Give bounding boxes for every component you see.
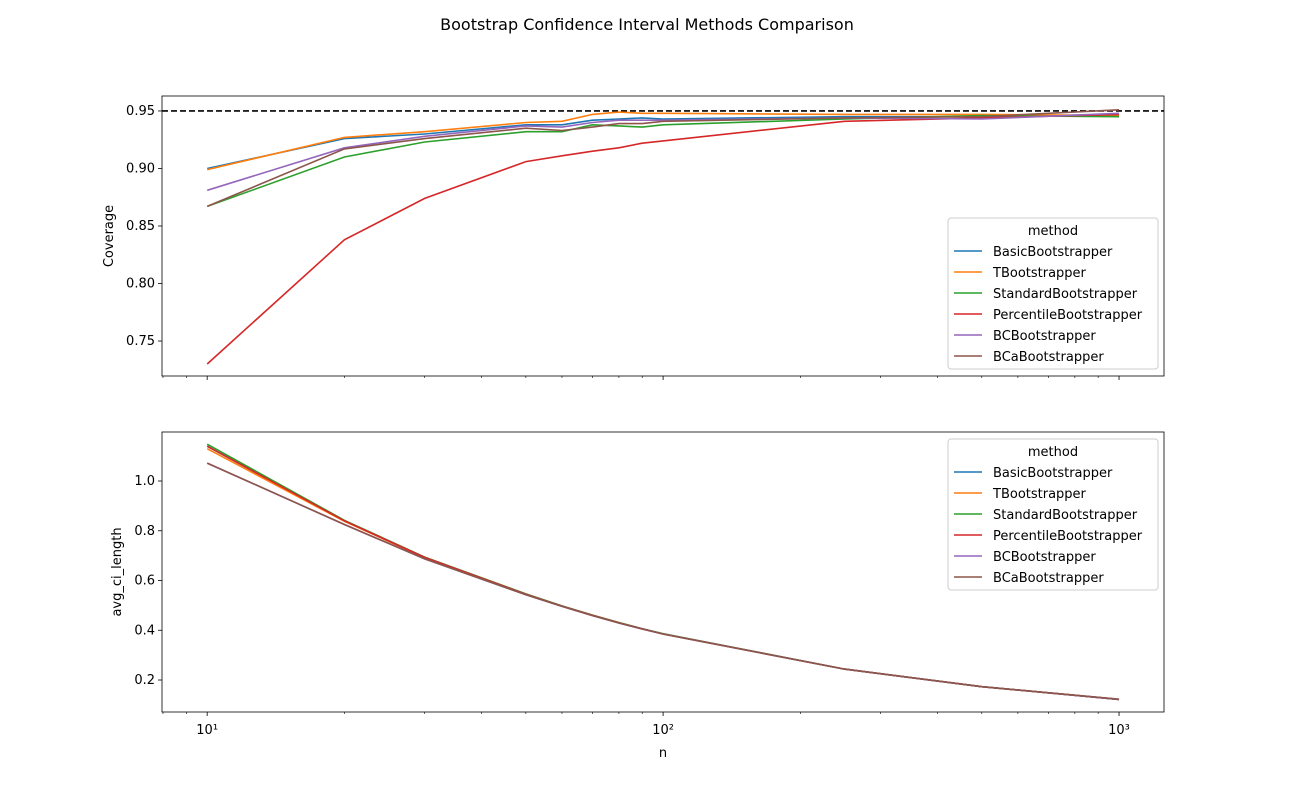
legend-label: TBootstrapper <box>992 487 1087 502</box>
y-tick-label: 0.75 <box>126 334 155 349</box>
x-tick-label: 10¹ <box>196 723 218 738</box>
legend-label: BasicBootstrapper <box>993 245 1113 260</box>
y-tick-label: 0.8 <box>134 524 155 539</box>
legend-title: method <box>1028 445 1078 460</box>
series-line-BasicBootstrapper <box>207 113 1120 170</box>
axes-frame <box>161 95 1165 377</box>
series-line-BCaBootstrapper <box>206 462 1120 700</box>
legend-label: BasicBootstrapper <box>993 466 1113 481</box>
legend-title: method <box>1028 224 1078 239</box>
legend-label: PercentileBootstrapper <box>993 529 1143 544</box>
y-tick-label: 0.80 <box>126 277 155 292</box>
legend-label: TBootstrapper <box>992 266 1087 281</box>
x-axis-label: n <box>659 746 667 761</box>
legend: method BasicBootstrapper TBootstrapper Stan… <box>947 438 1159 591</box>
y-tick-label: 0.90 <box>126 161 155 176</box>
y-tick-label: 0.6 <box>134 574 155 589</box>
legend-label: BCaBootstrapper <box>993 350 1104 365</box>
legend-label: StandardBootstrapper <box>993 508 1138 523</box>
y-tick-label: 0.95 <box>126 104 155 119</box>
legend-label: StandardBootstrapper <box>993 287 1138 302</box>
series-line-TBootstrapper <box>207 111 1120 171</box>
coverage-panel: 0.75 0.80 0.85 0.90 0.95 Coverage method BasicB… <box>102 95 1165 380</box>
legend: method BasicBootstrapper TBootstrapper Stan… <box>947 217 1159 370</box>
y-tick-label: 0.2 <box>134 673 155 688</box>
y-tick-label: 0.85 <box>126 219 155 234</box>
series-line-PercentileBootstrapper <box>206 113 1120 365</box>
series-line-BCaBootstrapper <box>206 109 1120 208</box>
x-tick-label: 10³ <box>1108 723 1130 738</box>
series-line-StandardBootstrapper <box>206 114 1120 208</box>
figure-title: Bootstrap Confidence Interval Methods Co… <box>440 15 854 34</box>
x-tick-label: 10² <box>652 723 674 738</box>
legend-label: PercentileBootstrapper <box>993 308 1143 323</box>
legend-label: BCBootstrapper <box>993 329 1096 344</box>
legend-label: BCBootstrapper <box>993 550 1096 565</box>
legend-label: BCaBootstrapper <box>993 571 1104 586</box>
legend-box <box>947 217 1159 370</box>
y-tick-label: 1.0 <box>134 474 155 489</box>
axes-frame <box>161 431 1165 713</box>
legend-box <box>947 438 1159 591</box>
y-axis-label: avg_ci_length <box>110 527 125 616</box>
y-axis-label: Coverage <box>102 205 117 267</box>
y-tick-label: 0.4 <box>134 623 155 638</box>
